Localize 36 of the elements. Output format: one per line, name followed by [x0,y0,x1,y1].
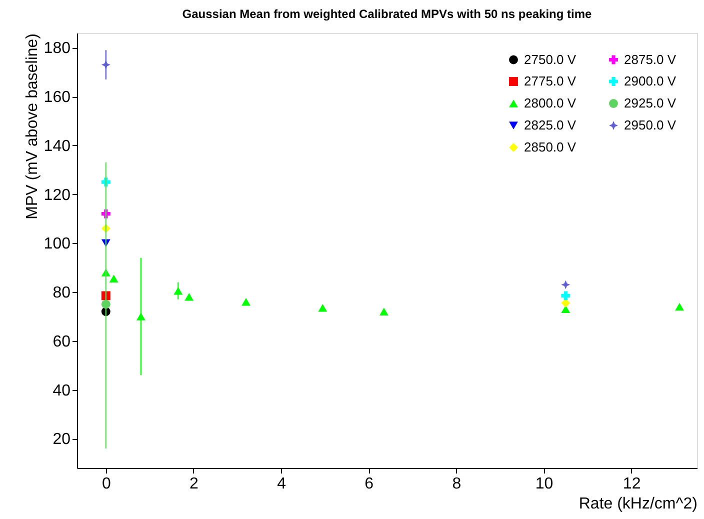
point [561,280,570,290]
legend-label: 2775.0 V [524,74,576,88]
x-axis-title: Rate (kHz/cm^2) [578,496,698,512]
legend-label: 2750.0 V [524,52,576,67]
x-tick-label: 8 [452,476,462,492]
y-tick-label: 20 [52,431,71,448]
y-tick-label: 40 [52,382,71,400]
point [242,298,250,306]
point [379,308,388,316]
point [109,274,118,282]
point [675,302,684,311]
y-axis-title: MPV (mV above baseline) [24,34,41,220]
legend-label: 2925.0 V [624,96,676,110]
y-tick-label: 120 [44,186,71,204]
legend-label: 2850.0 V [524,140,576,154]
point [318,304,328,312]
x-tick-label: 4 [277,476,286,492]
point [561,291,570,300]
x-tick-label: 12 [622,476,641,492]
legend-label: 2900.0 V [624,74,676,88]
y-tick-label: 60 [52,333,71,350]
y-tick-label: 80 [52,284,71,302]
x-tick-label: 0 [102,476,111,492]
legend-label: 2800.0 V [524,96,576,110]
legend-label: 2950.0 V [624,118,676,132]
y-tick-label: 180 [44,40,71,58]
point [184,293,194,301]
x-tick-label: 2 [190,476,199,492]
legend-label: 2875.0 V [624,52,676,67]
x-tick-label: 10 [535,476,554,492]
x-tick-label: 6 [364,476,374,492]
y-tick-label: 160 [44,89,71,106]
y-tick-label: 100 [44,236,71,253]
y-tick-label: 140 [44,138,71,155]
legend-label: 2825.0 V [524,118,576,132]
chart-title: Gaussian Mean from weighted Calibrated MPVs with 50 ns peaking time [182,7,592,21]
